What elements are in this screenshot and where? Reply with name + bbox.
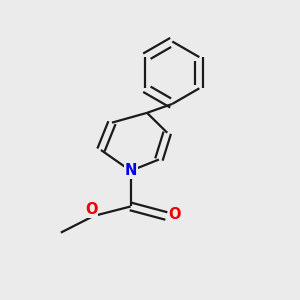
Text: N: N (124, 163, 137, 178)
Text: O: O (168, 207, 181, 222)
Text: O: O (85, 202, 98, 217)
